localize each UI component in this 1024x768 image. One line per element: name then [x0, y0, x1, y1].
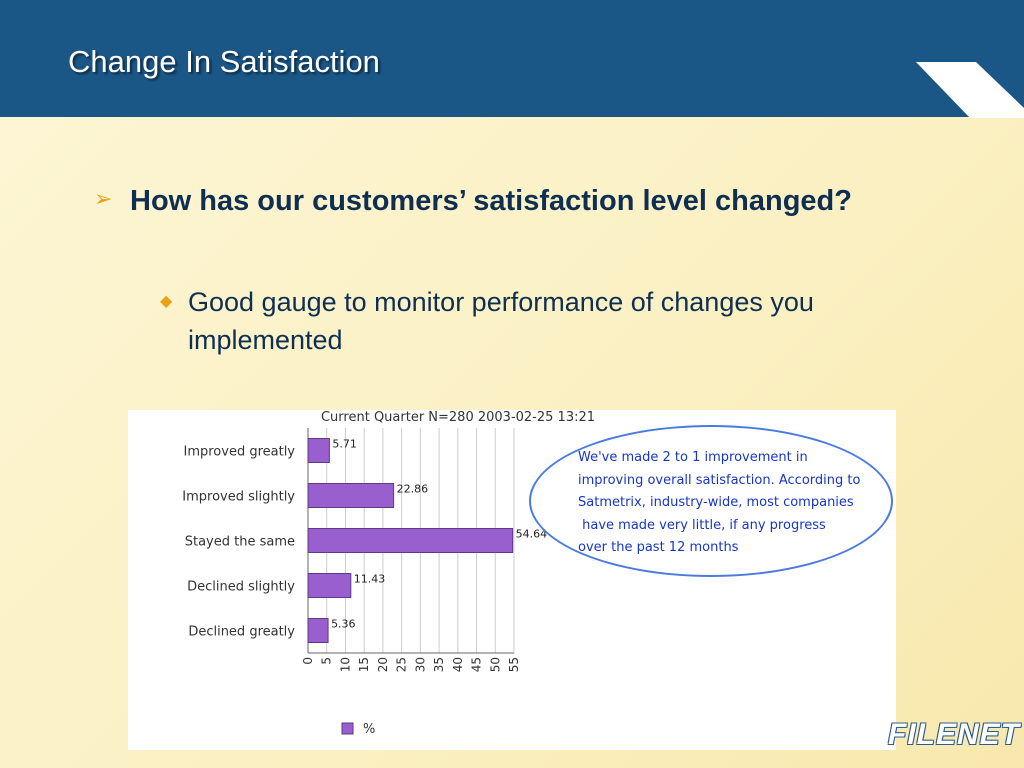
callout-text: We've made 2 to 1 improvement in improvi… — [578, 450, 861, 555]
x-tick-label: 30 — [413, 657, 427, 672]
callout-ellipse: We've made 2 to 1 improvement in improvi… — [529, 425, 893, 577]
x-tick-label: 0 — [301, 657, 315, 665]
slide-title: Change In Satisfaction — [68, 44, 380, 79]
value-label: 5.71 — [332, 438, 357, 451]
legend-swatch — [341, 722, 354, 735]
x-tick-label: 35 — [432, 657, 446, 672]
value-label: 54.64 — [516, 528, 548, 541]
bar — [307, 618, 329, 643]
arrow-bullet-icon: ➢ — [94, 186, 113, 211]
bullet-main-text: How has our customers’ satisfaction leve… — [130, 185, 852, 217]
bar — [307, 483, 395, 508]
category-label: Improved slightly — [182, 490, 295, 505]
category-label: Improved greatly — [183, 445, 295, 460]
bar — [307, 438, 330, 463]
category-label: Declined slightly — [187, 580, 295, 595]
x-tick-label: 10 — [338, 657, 352, 672]
slide-header: Change In Satisfaction — [0, 0, 1024, 118]
x-tick-label: 20 — [376, 657, 390, 672]
header-logo-mark — [916, 62, 1024, 118]
bar — [307, 528, 514, 553]
chart-title: Current Quarter N=280 2003-02-25 13:21 — [321, 410, 595, 425]
x-tick-label: 25 — [395, 657, 409, 672]
x-tick-label: 50 — [488, 657, 502, 672]
bullet-sub-text: Good gauge to monitor performance of cha… — [188, 287, 814, 355]
diamond-bullet-icon: ◆ — [160, 293, 173, 310]
value-label: 22.86 — [397, 483, 429, 496]
x-tick-label: 15 — [357, 657, 371, 672]
value-label: 5.36 — [331, 618, 356, 631]
value-label: 11.43 — [354, 573, 386, 586]
bar — [307, 573, 352, 598]
x-tick-label: 55 — [507, 657, 521, 672]
x-tick-label: 5 — [320, 657, 334, 665]
bar-chart: Current Quarter N=280 2003-02-25 13:21 Im… — [182, 410, 595, 737]
filenet-logo: FILENET — [888, 718, 1020, 751]
x-tick-label: 40 — [451, 657, 465, 672]
category-label: Declined greatly — [188, 625, 295, 640]
category-label: Stayed the same — [185, 535, 295, 550]
legend-label: % — [363, 722, 375, 737]
x-tick-label: 45 — [470, 657, 484, 672]
